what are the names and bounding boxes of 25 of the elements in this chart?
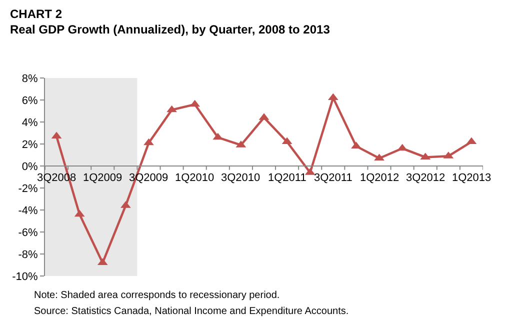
x-tick-label: 1Q2013: [452, 172, 492, 184]
source-note: Source: Statistics Canada, National Income and Expenditure Accounts.: [34, 306, 349, 317]
point: [144, 138, 154, 146]
y-tick-label: -8%: [18, 248, 38, 261]
y-tick-label: 4%: [22, 116, 38, 129]
x-tick-label: 1Q2011: [268, 172, 306, 184]
point: [166, 105, 177, 112]
y-tick-label: 2%: [22, 138, 38, 151]
y-tick-label: -6%: [18, 226, 38, 239]
x-tick-label: 3Q2010: [221, 172, 260, 184]
y-tick-label: -4%: [18, 204, 38, 217]
y-tick-label: -10%: [12, 270, 38, 283]
x-tick-label: 1Q2010: [175, 172, 214, 184]
chart-subtitle: Real GDP Growth (Annualized), by Quarter, 2008 to 2013: [10, 22, 330, 37]
y-tick-label: 8%: [22, 72, 38, 85]
chart-title: CHART 2: [10, 7, 62, 21]
y-tick-label: -2%: [18, 182, 38, 195]
y-tick-label: 6%: [22, 94, 38, 107]
x-tick-label: 1Q2009: [83, 172, 122, 184]
point: [374, 154, 384, 161]
x-tick-label: 1Q2012: [360, 172, 400, 184]
x-tick-label: 3Q2012: [406, 172, 446, 184]
text: Note: Shaded area corresponds to recessionary period.: [34, 290, 280, 301]
y-tick-label: 0%: [22, 160, 38, 173]
x-tick-label: 3Q2011: [314, 172, 352, 184]
